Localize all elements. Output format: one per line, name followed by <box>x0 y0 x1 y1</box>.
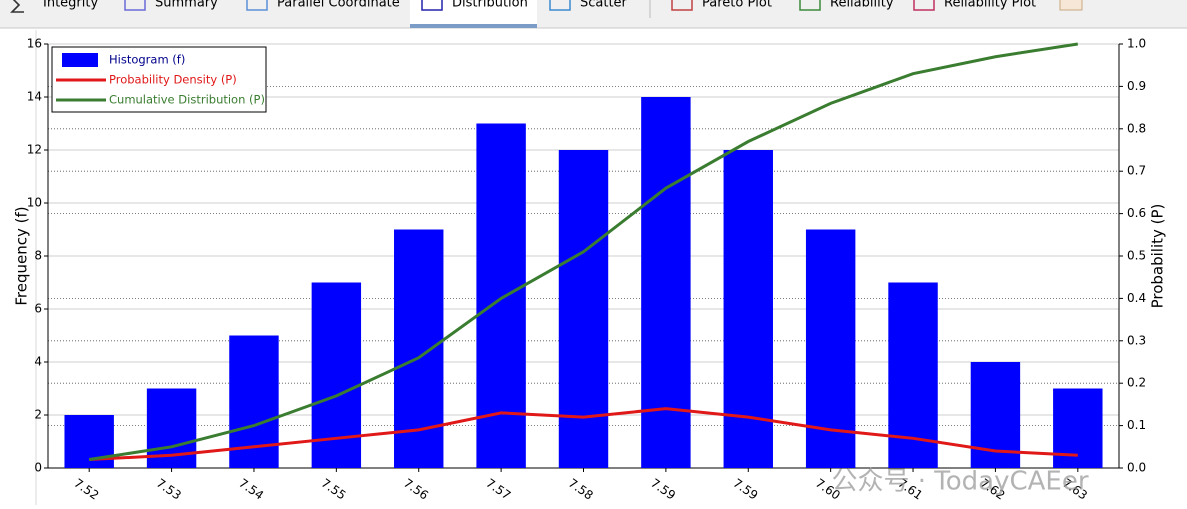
tab-icon <box>124 0 146 11</box>
legend-label: Probability Density (P) <box>109 73 237 87</box>
y2-tick-label: 0.2 <box>1127 376 1146 390</box>
y-tick-label: 16 <box>27 37 42 51</box>
tab-icon <box>246 0 268 11</box>
y2-tick-label: 0.9 <box>1127 79 1146 93</box>
y-tick-label: 10 <box>27 196 42 210</box>
tab-icon <box>913 0 935 11</box>
tab-icon <box>671 0 693 11</box>
y-tick-label: 8 <box>34 249 42 263</box>
watermark: 公众号 · TodayCAEer <box>831 467 1088 497</box>
tab-label[interactable]: Parallel Coordinate <box>277 0 400 11</box>
toolbar <box>0 0 1187 28</box>
bar <box>1053 388 1103 468</box>
y-axis-title: Frequency (f) <box>13 206 31 305</box>
tab-label[interactable]: Scatter <box>580 0 628 11</box>
extra-icon[interactable] <box>1059 0 1083 11</box>
legend-label: Histogram (f) <box>109 53 185 67</box>
y-tick-label: 6 <box>34 302 42 316</box>
tab-selected-bg <box>410 0 537 27</box>
tab-label[interactable]: Reliability <box>830 0 894 11</box>
legend-label: Cumulative Distribution (P) <box>109 93 265 107</box>
line <box>89 407 1078 462</box>
y-tick-label: 2 <box>34 408 42 422</box>
sigma-icon <box>10 0 24 13</box>
tab-label[interactable]: Pareto Plot <box>702 0 772 11</box>
y2-tick-label: 1.0 <box>1127 37 1146 51</box>
bar <box>394 229 444 468</box>
tab-selected-indicator <box>410 24 537 28</box>
tab-icon <box>421 0 443 11</box>
y2-tick-label: 0.5 <box>1127 249 1146 263</box>
y2-tick-label: 0.6 <box>1127 206 1146 220</box>
y2-tick-label: 0.1 <box>1127 418 1146 432</box>
y2-tick-label: 0.8 <box>1127 121 1146 135</box>
y2-tick-label: 0.4 <box>1127 291 1146 305</box>
tab-label[interactable]: Integrity <box>43 0 98 11</box>
y-tick-label: 0 <box>34 461 42 475</box>
bar <box>558 150 609 468</box>
tab-icon <box>799 0 821 11</box>
y2-tick-label: 0.0 <box>1127 461 1146 475</box>
bar <box>476 123 526 468</box>
legend-swatch <box>62 53 98 67</box>
y-tick-label: 4 <box>34 355 42 369</box>
line <box>88 42 1079 462</box>
y-tick-label: 12 <box>27 143 42 157</box>
tab-icon <box>549 0 571 11</box>
tab-label[interactable]: Reliability Plot <box>944 0 1036 11</box>
y-tick-label: 14 <box>27 90 42 104</box>
y2-tick-label: 0.7 <box>1127 164 1146 178</box>
y2-axis-title: Probability (P) <box>1149 204 1167 309</box>
bar <box>641 97 691 468</box>
tab-label[interactable]: Distribution <box>452 0 528 11</box>
tab-label[interactable]: Summary <box>155 0 218 11</box>
y2-tick-label: 0.3 <box>1127 333 1146 347</box>
